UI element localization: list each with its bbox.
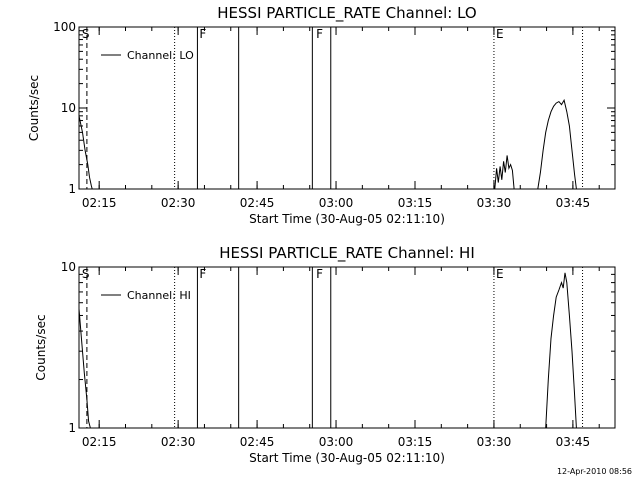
x-axis-label-hi: Start Time (30-Aug-05 02:11:10) bbox=[249, 451, 445, 465]
annotation-e-hi: E bbox=[496, 267, 504, 281]
y-tick-label-lo: 100 bbox=[53, 20, 76, 34]
data-series-line-hi bbox=[78, 272, 577, 429]
plot-frame-hi bbox=[78, 266, 616, 429]
plot-timestamp: 12-Apr-2010 08:56 bbox=[556, 467, 632, 476]
x-tick-label-hi: 02:15 bbox=[82, 435, 117, 449]
y-axis-label-lo: Counts/sec bbox=[27, 75, 41, 141]
annotation-f-lo: F bbox=[316, 27, 323, 41]
x-tick-label-lo: 02:45 bbox=[240, 196, 275, 210]
annotation-f-hi: F bbox=[316, 267, 323, 281]
annotation-s-hi: S bbox=[82, 267, 90, 281]
x-tick-label-hi: 02:45 bbox=[240, 435, 275, 449]
x-tick-label-lo: 03:45 bbox=[556, 196, 591, 210]
x-tick-label-hi: 02:30 bbox=[161, 435, 196, 449]
x-tick-label-hi: 03:45 bbox=[556, 435, 591, 449]
x-tick-label-hi: 03:00 bbox=[319, 435, 354, 449]
x-tick-label-lo: 02:15 bbox=[82, 196, 117, 210]
x-tick-label-hi: 03:15 bbox=[398, 435, 433, 449]
y-tick-label-lo: 1 bbox=[68, 182, 76, 196]
data-series-line-lo bbox=[78, 98, 577, 190]
x-tick-label-lo: 03:00 bbox=[319, 196, 354, 210]
y-axis-label-hi: Counts/sec bbox=[34, 314, 48, 380]
x-tick-label-lo: 02:30 bbox=[161, 196, 196, 210]
legend-label-lo: Channel: LO bbox=[127, 49, 194, 62]
x-axis-label-lo: Start Time (30-Aug-05 02:11:10) bbox=[249, 212, 445, 226]
annotation-s-lo: S bbox=[82, 27, 90, 41]
annotation-f-hi: F bbox=[199, 267, 206, 281]
y-tick-label-hi: 10 bbox=[61, 260, 76, 274]
annotation-f-lo: F bbox=[199, 27, 206, 41]
x-tick-label-lo: 03:30 bbox=[477, 196, 512, 210]
y-tick-label-lo: 10 bbox=[61, 101, 76, 115]
legend-label-hi: Channel: HI bbox=[127, 289, 191, 302]
chart-title-lo: HESSI PARTICLE_RATE Channel: LO bbox=[217, 4, 476, 23]
x-tick-label-lo: 03:15 bbox=[398, 196, 433, 210]
annotation-e-lo: E bbox=[496, 27, 504, 41]
y-tick-label-hi: 1 bbox=[68, 421, 76, 435]
chart-title-hi: HESSI PARTICLE_RATE Channel: HI bbox=[219, 244, 475, 263]
x-tick-label-hi: 03:30 bbox=[477, 435, 512, 449]
